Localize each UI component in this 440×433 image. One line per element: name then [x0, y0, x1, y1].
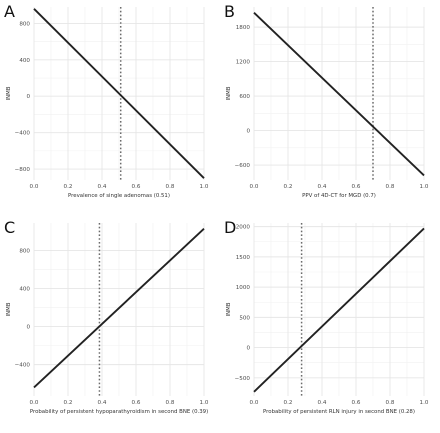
- panel-a: 0.0 0.2 0.4 0.6 0.8 1.0 −800 −400 0 400 800 Prevale…: [0, 0, 220, 216]
- series-line: [253, 12, 425, 177]
- y-tick-label: 1500: [236, 255, 251, 261]
- y-tick-label: 1000: [236, 285, 251, 291]
- y-axis-title: INMB: [6, 302, 12, 316]
- y-axis-title: INMB: [226, 302, 232, 316]
- x-tick-label: 0.6: [352, 400, 361, 406]
- y-tick-label: −800: [15, 167, 31, 173]
- x-tick-label: 0.6: [352, 184, 361, 190]
- x-tick-label: 1.0: [420, 400, 429, 406]
- y-axis-title: INMB: [226, 86, 232, 100]
- y-tick-label: 0: [26, 94, 30, 100]
- x-axis-title: Probability of persistent hypoparathyroi…: [30, 409, 208, 415]
- x-tick-label: 0.2: [64, 400, 73, 406]
- series-line: [33, 8, 205, 179]
- x-tick-label: 0.4: [318, 400, 327, 406]
- panel-letter: D: [224, 218, 236, 237]
- x-tick-label: 0.0: [30, 184, 39, 190]
- x-axis-title: Prevalence of single adenomas (0.51): [68, 193, 170, 199]
- x-tick-label: 0.8: [166, 400, 175, 406]
- panel-letter: A: [4, 2, 15, 21]
- chart-d: 0.0 0.2 0.4 0.6 0.8 1.0 −500 0 500 1000 1500 2000 Pr…: [224, 218, 429, 415]
- x-tick-label: 0.2: [64, 184, 73, 190]
- chart-a: 0.0 0.2 0.4 0.6 0.8 1.0 −800 −400 0 400 800 Prevale…: [4, 2, 209, 199]
- y-tick-label: 0: [246, 346, 250, 352]
- x-tick-label: 0.0: [30, 400, 39, 406]
- x-tick-label: 1.0: [420, 184, 429, 190]
- x-tick-label: 0.0: [250, 184, 259, 190]
- y-tick-label: −400: [15, 363, 31, 369]
- y-tick-label: 0: [26, 325, 30, 331]
- x-tick-label: 0.8: [386, 400, 395, 406]
- y-tick-label: 800: [19, 249, 30, 255]
- x-tick-label: 0.6: [132, 184, 141, 190]
- y-tick-label: −500: [235, 376, 251, 382]
- panel-d: 0.0 0.2 0.4 0.6 0.8 1.0 −500 0 500 1000 1500 2000 Pr…: [220, 216, 440, 432]
- x-tick-label: 1.0: [200, 400, 209, 406]
- y-tick-label: 2000: [236, 225, 251, 231]
- y-tick-label: 1200: [236, 60, 251, 66]
- y-tick-label: 600: [239, 94, 250, 100]
- x-tick-label: 0.6: [132, 400, 141, 406]
- x-tick-label: 0.8: [386, 184, 395, 190]
- panel-b: 0.0 0.2 0.4 0.6 0.8 1.0 −600 0 600 1200 1800 PPV of…: [220, 0, 440, 216]
- series-line: [253, 227, 425, 393]
- y-tick-label: 400: [19, 58, 30, 64]
- x-tick-label: 1.0: [200, 184, 209, 190]
- y-tick-label: −400: [15, 131, 31, 137]
- y-tick-label: −600: [235, 163, 251, 169]
- chart-c: 0.0 0.2 0.4 0.6 0.8 1.0 −400 0 400 800 Probability…: [4, 218, 209, 415]
- panel-letter: C: [4, 218, 15, 237]
- x-tick-label: 0.2: [284, 400, 293, 406]
- x-tick-label: 0.8: [166, 184, 175, 190]
- y-tick-label: 1800: [236, 25, 251, 31]
- x-tick-label: 0.0: [250, 400, 259, 406]
- y-tick-label: 0: [246, 129, 250, 135]
- y-tick-label: 800: [19, 21, 30, 27]
- x-axis-title: Probability of persistent RLN injury in …: [263, 409, 415, 415]
- y-axis-title: INMB: [6, 86, 12, 100]
- x-axis-title: PPV of 4D-CT for MGD (0.7): [302, 193, 376, 199]
- y-tick-label: 400: [19, 287, 30, 293]
- x-tick-label: 0.4: [98, 400, 107, 406]
- series-line: [33, 228, 205, 389]
- y-tick-label: 500: [239, 315, 250, 321]
- x-tick-label: 0.4: [98, 184, 107, 190]
- panel-c: 0.0 0.2 0.4 0.6 0.8 1.0 −400 0 400 800 Probability…: [0, 216, 220, 432]
- chart-b: 0.0 0.2 0.4 0.6 0.8 1.0 −600 0 600 1200 1800 PPV of…: [224, 2, 429, 199]
- panel-letter: B: [224, 2, 235, 21]
- x-tick-label: 0.4: [318, 184, 327, 190]
- x-tick-label: 0.2: [284, 184, 293, 190]
